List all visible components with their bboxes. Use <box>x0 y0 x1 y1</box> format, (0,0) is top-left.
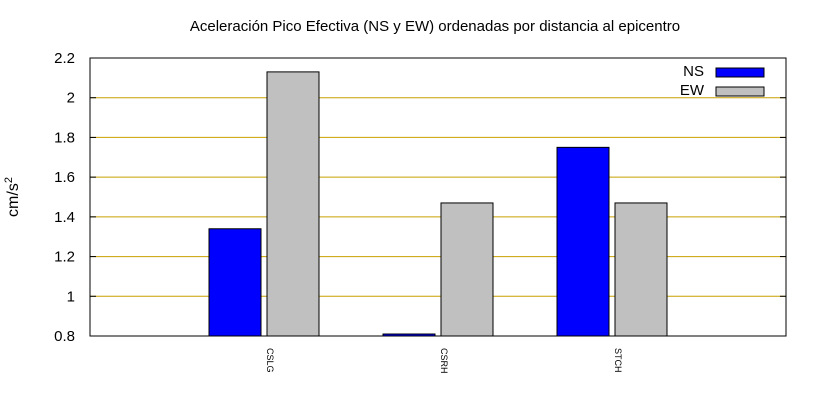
legend: NS EW <box>680 63 765 99</box>
bars <box>208 71 668 337</box>
bar-ew-stch <box>614 202 668 337</box>
legend-swatch <box>715 67 765 78</box>
legend-swatch <box>715 86 765 97</box>
y-tick-label: 1.8 <box>54 129 75 146</box>
y-axis-label-base: cm/s <box>5 183 22 217</box>
bar-ew-csrh <box>440 202 494 337</box>
legend-label: NS <box>683 63 704 80</box>
y-axis-label-superscript: 2 <box>3 177 15 183</box>
y-tick-label: 1.2 <box>54 249 75 266</box>
x-axis-ticks: CSLG CSRH STCH <box>265 348 623 374</box>
y-tick-label: 0.8 <box>54 328 75 345</box>
y-tick-label: 1.4 <box>54 209 75 226</box>
bar-ns-stch <box>556 146 610 337</box>
y-axis-label: cm/s2 <box>3 177 22 217</box>
grid-lines <box>90 97 786 297</box>
x-tick-label: CSRH <box>439 348 449 374</box>
y-tick-label: 2.2 <box>54 50 75 67</box>
y-tick-label: 2 <box>67 90 75 107</box>
x-tick-label: CSLG <box>265 348 275 373</box>
y-tick-label: 1 <box>67 288 75 305</box>
y-tick-label: 1.6 <box>54 169 75 186</box>
plot-frame <box>89 57 787 337</box>
y-axis-ticks: 0.8 1 1.2 1.4 1.6 1.8 2 2.2 <box>54 50 786 345</box>
chart-title: Aceleración Pico Efectiva (NS y EW) orde… <box>190 18 680 35</box>
bar-ew-cslg <box>266 71 320 337</box>
bar-ns-cslg <box>208 228 262 337</box>
x-tick-label: STCH <box>613 348 623 373</box>
legend-label: EW <box>680 82 705 99</box>
